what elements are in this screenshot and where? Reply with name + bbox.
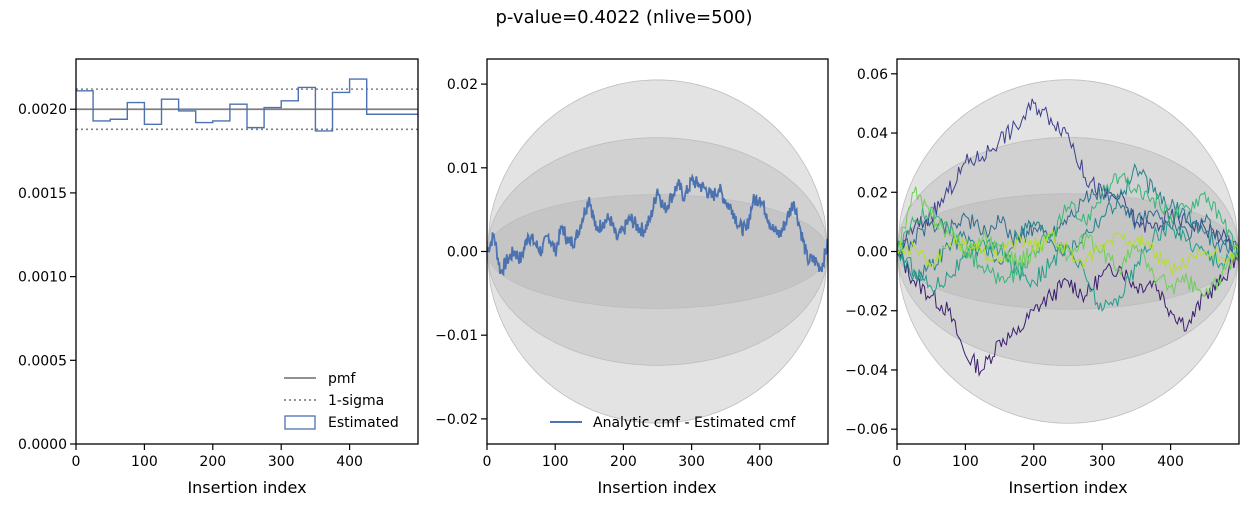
cmf-difference-series	[487, 173, 828, 277]
y-axis: −0.02 −0.01 0.00 0.01 0.02	[435, 77, 487, 428]
x-tick-label: 0	[893, 454, 902, 470]
y-tick-label: −0.01	[435, 328, 478, 344]
series-lines	[487, 173, 828, 277]
y-tick-label: 0.01	[447, 161, 478, 177]
legend: Analytic cmf - Estimated cmf	[550, 415, 796, 431]
y-tick-label: 0.04	[857, 126, 888, 142]
x-tick-label: 0	[72, 454, 81, 470]
y-tick-label: 0.00	[857, 245, 888, 261]
x-axis-label: Insertion index	[187, 478, 306, 497]
run-series-7	[897, 186, 1239, 297]
run-series-3	[897, 185, 1239, 257]
y-tick-label: 0.0005	[18, 353, 67, 369]
sigma-bands	[487, 79, 828, 424]
run-series-1	[897, 249, 1239, 377]
sigma-band-1	[487, 79, 828, 424]
y-tick-label: 0.0015	[18, 186, 67, 202]
legend-cmf-label: Analytic cmf - Estimated cmf	[593, 415, 796, 431]
x-tick-label: 100	[131, 454, 158, 470]
y-tick-label: 0.0000	[18, 437, 67, 453]
legend-estimated-swatch	[284, 415, 316, 430]
panel-runs: 0 100 200 300 400 −0.06 −0.04 −0.02 0.00 0.02 0.0…	[845, 58, 1240, 497]
y-axis: −0.06 −0.04 −0.02 0.00 0.02 0.04 0.06	[845, 67, 897, 438]
y-tick-label: 0.02	[857, 185, 888, 201]
x-axis: 0 100 200 300 400	[893, 444, 1184, 470]
x-tick-label: 300	[268, 454, 295, 470]
sigma-band-2	[487, 137, 828, 366]
x-tick-label: 0	[483, 454, 492, 470]
x-tick-label: 400	[1157, 454, 1184, 470]
estimated-step	[76, 78, 418, 132]
x-tick-label: 300	[678, 454, 705, 470]
legend-pmf-label: pmf	[328, 371, 357, 387]
legend-sigma-label: 1-sigma	[328, 393, 384, 409]
x-tick-label: 400	[746, 454, 773, 470]
figure-title: p-value=0.4022 (nlive=500)	[495, 7, 753, 28]
x-tick-label: 100	[542, 454, 569, 470]
y-tick-label: −0.02	[845, 304, 888, 320]
x-axis: 0 100 200 300 400	[483, 444, 773, 470]
x-tick-label: 200	[1020, 454, 1047, 470]
y-tick-label: −0.06	[845, 422, 888, 438]
y-axis: 0.0000 0.0005 0.0010 0.0015 0.0020	[18, 102, 76, 453]
y-tick-label: 0.0010	[18, 270, 67, 286]
x-tick-label: 400	[336, 454, 363, 470]
y-tick-label: −0.02	[435, 412, 478, 428]
x-tick-label: 200	[199, 454, 226, 470]
panel-histogram: 0 100 200 300 400 0.00000.00050.00100.00150.…	[18, 58, 419, 497]
series-lines	[897, 98, 1239, 377]
panel-cmf-difference: 0 100 200 300 400 −0.02 −0.01 0.00 0.01 0.02 Ins…	[435, 58, 829, 497]
x-tick-label: 300	[1089, 454, 1116, 470]
legend: pmf 1-sigma Estimated	[284, 371, 399, 431]
legend-estimated-label: Estimated	[328, 415, 399, 431]
y-tick-label: 0.06	[857, 67, 888, 83]
y-tick-label: 0.00	[447, 245, 478, 261]
x-tick-label: 100	[952, 454, 979, 470]
axes-frame	[75, 58, 419, 445]
x-axis-label: Insertion index	[597, 478, 716, 497]
run-series-5	[897, 220, 1239, 312]
y-tick-label: −0.04	[845, 363, 888, 379]
run-series-8	[897, 229, 1239, 276]
x-axis: 0 100 200 300 400	[72, 444, 363, 470]
x-axis-label: Insertion index	[1008, 478, 1127, 497]
run-series-2	[897, 98, 1239, 253]
y-tick-label: 0.0020	[18, 102, 67, 118]
x-tick-label: 200	[610, 454, 637, 470]
estimated-series	[76, 78, 418, 132]
y-tick-label: 0.02	[447, 77, 478, 93]
